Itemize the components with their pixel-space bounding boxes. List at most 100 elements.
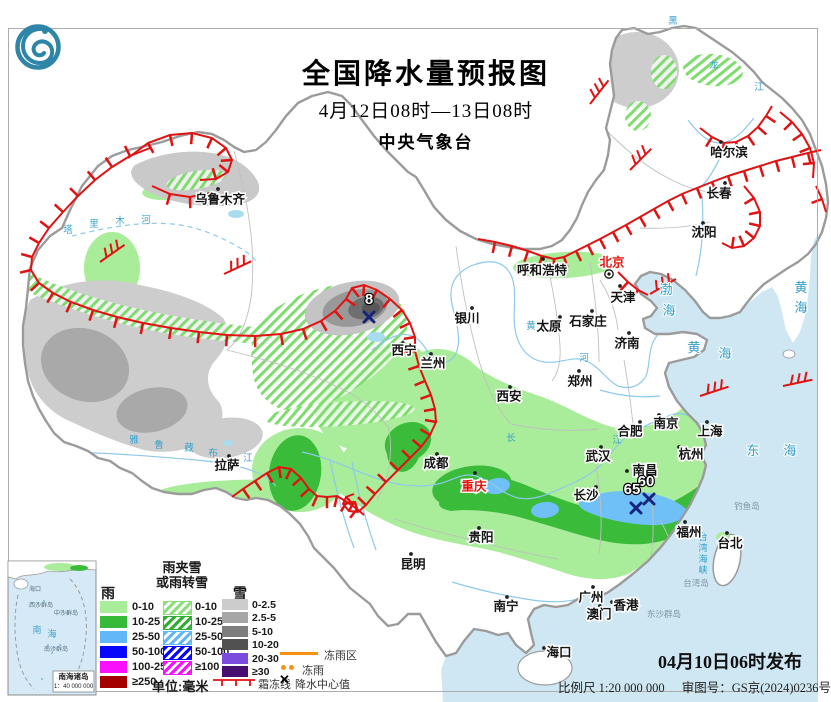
inset-island-label: 中沙群岛 (54, 609, 78, 617)
title-block: 全国降水量预报图 4月12日08时—13日08时 中央气象台 (246, 52, 606, 153)
south-china-sea-inset: 南海 海口西沙群岛中沙群岛南沙群岛 南海诸岛 1：40 000 000 (7, 560, 97, 696)
jeju-island (782, 349, 796, 359)
city-dot (701, 221, 705, 225)
city-dot (401, 341, 405, 345)
city-dot (542, 646, 546, 650)
city-dot (558, 315, 562, 319)
city-dot (683, 520, 687, 524)
approval-number: 审图号：GS京(2024)0236号 (681, 681, 831, 695)
island-name-label: 东沙群岛 (647, 609, 681, 619)
city-label: 福州 (675, 524, 701, 539)
inset-island-label: 西沙群岛 (29, 601, 53, 609)
city-label: 兰州 (420, 355, 445, 370)
center-value-x-icon (629, 501, 643, 515)
island-name-label: 钓鱼岛 (734, 501, 760, 511)
river-name-label: 里 (89, 219, 99, 230)
river-name-label: 江 (612, 435, 622, 446)
inset-title: 南海诸岛 (59, 671, 89, 681)
map-title: 全国降水量预报图 (301, 59, 550, 90)
city-label: 杭州 (678, 446, 703, 461)
city-label: 海口 (546, 644, 571, 659)
city-label: 银川 (454, 310, 479, 325)
china-border (21, 24, 830, 658)
city-label: 长春 (706, 185, 732, 200)
city-dot (216, 187, 220, 191)
hainan-island (517, 650, 573, 686)
sea-name-label: 黄 (687, 340, 700, 355)
strait-name-label: 台 (698, 531, 707, 542)
city-dot (677, 445, 681, 449)
river-name-label: 江 (754, 82, 764, 93)
city-label: 天津 (610, 289, 636, 304)
river-name-label: 雅 (129, 434, 139, 446)
city-dot (477, 526, 481, 530)
strait-name-label: 湾 (698, 542, 707, 553)
city-dot (508, 385, 512, 389)
city-label: 重庆 (461, 478, 487, 493)
islands (517, 532, 742, 686)
sea-name-label: 黄 (794, 280, 807, 295)
city-dot (723, 181, 727, 185)
map-meta-line: 比例尺 1:20 000 000 审图号：GS京(2024)0236号 (558, 677, 831, 696)
city-label: 合肥 (617, 423, 643, 438)
city-dot (429, 352, 433, 356)
city-dot (599, 445, 603, 449)
city-dot (473, 471, 477, 475)
city-dot (725, 531, 729, 535)
city-dot (590, 309, 594, 313)
city-dot (470, 306, 474, 310)
inset-island-label: 海口 (29, 585, 41, 593)
city-label: 南昌 (632, 462, 657, 477)
city-dot (657, 413, 661, 417)
center-value-label: 65 (624, 481, 641, 498)
city-label: 西安 (496, 388, 521, 403)
center-value-label: 60 (638, 473, 655, 490)
city-label: 广州 (578, 589, 603, 604)
city-dot (594, 485, 598, 489)
city-label: 香港 (612, 597, 639, 612)
city-dot (625, 469, 629, 473)
sea-name-label: 海 (662, 303, 675, 318)
river-name-label: 河 (141, 214, 151, 226)
city-dot (638, 420, 642, 424)
inset-scale: 1：40 000 000 (54, 684, 94, 690)
strait-name-label: 海 (698, 553, 707, 564)
city-label: 沈阳 (691, 224, 716, 239)
city-dot (577, 369, 581, 373)
inset-island-label: 南沙群岛 (44, 645, 68, 653)
city-label: 武汉 (585, 448, 611, 463)
center-value-x-icon (642, 492, 656, 506)
river-labels: 塔里木河黄河长 江黑龙江雅鲁藏布江 (63, 16, 764, 464)
city-label: 哈尔滨 (710, 144, 748, 159)
city-label: 太原 (536, 318, 562, 333)
city-dot (627, 331, 631, 335)
capital-marker-dot (607, 272, 611, 276)
frost-line (19, 105, 827, 519)
scale-text: 比例尺 1:20 000 000 (558, 681, 665, 695)
city-label: 乌鲁木齐 (195, 191, 246, 206)
city-label: 拉萨 (214, 457, 240, 472)
city-dot (435, 452, 439, 456)
center-value-label: 8 (365, 291, 373, 308)
city-dot (598, 604, 602, 608)
sea-name-label: 海 (718, 346, 731, 361)
island-name-label: 台湾岛 (683, 578, 709, 588)
city-dot (541, 257, 545, 261)
city-label: 长沙 (573, 487, 599, 502)
city-label: 昆明 (400, 556, 425, 571)
river-name-label: 鲁 (154, 439, 164, 451)
river-name-label: 塔 (63, 224, 73, 236)
frost-barb-icons (99, 77, 813, 397)
city-dot (705, 420, 709, 424)
city-label: 郑州 (567, 373, 592, 388)
city-label: 石家庄 (568, 313, 607, 328)
cma-logo (15, 24, 61, 70)
sea-name-label: 海 (794, 300, 807, 315)
sea-name-label: 东 (746, 443, 759, 458)
river-name-label: 长 (506, 432, 516, 444)
